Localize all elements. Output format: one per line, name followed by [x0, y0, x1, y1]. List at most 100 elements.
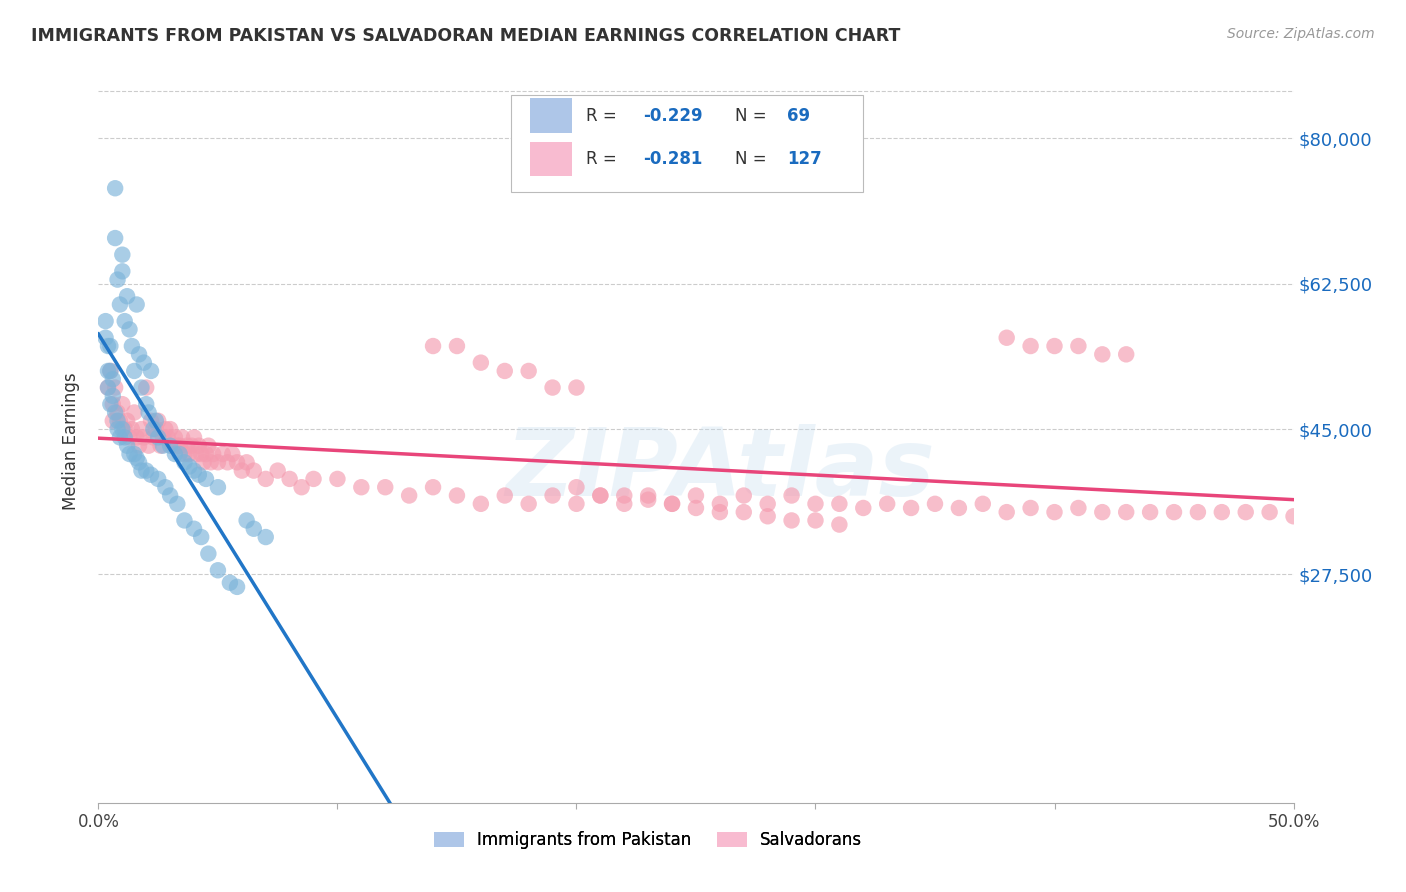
- Text: -0.281: -0.281: [644, 150, 703, 168]
- Point: [207, 480, 229, 494]
- Point: [613, 497, 636, 511]
- Point: [152, 439, 174, 453]
- Point: [162, 439, 184, 453]
- Point: [124, 447, 146, 461]
- Bar: [530, 98, 572, 133]
- Point: [254, 472, 277, 486]
- Point: [148, 472, 170, 486]
- Point: [780, 489, 803, 503]
- Point: [876, 497, 898, 511]
- Point: [107, 272, 129, 286]
- Point: [176, 439, 198, 453]
- Text: IMMIGRANTS FROM PAKISTAN VS SALVADORAN MEDIAN EARNINGS CORRELATION CHART: IMMIGRANTS FROM PAKISTAN VS SALVADORAN M…: [31, 27, 900, 45]
- Point: [101, 372, 124, 386]
- Point: [828, 497, 851, 511]
- Point: [94, 314, 117, 328]
- Point: [155, 422, 177, 436]
- Point: [1043, 339, 1066, 353]
- Point: [128, 439, 150, 453]
- Point: [111, 264, 134, 278]
- Point: [172, 430, 194, 444]
- Text: -0.229: -0.229: [644, 107, 703, 125]
- Point: [1067, 339, 1090, 353]
- Point: [517, 497, 540, 511]
- Point: [565, 480, 588, 494]
- Point: [243, 522, 266, 536]
- Point: [173, 513, 195, 527]
- Point: [138, 439, 160, 453]
- Point: [149, 439, 172, 453]
- Point: [108, 430, 131, 444]
- Point: [350, 480, 373, 494]
- Point: [128, 455, 150, 469]
- Point: [179, 447, 201, 461]
- Point: [756, 509, 779, 524]
- Point: [709, 505, 731, 519]
- Point: [326, 472, 349, 486]
- Point: [541, 489, 564, 503]
- Point: [107, 422, 129, 436]
- Point: [733, 489, 755, 503]
- Point: [97, 364, 120, 378]
- Point: [995, 331, 1018, 345]
- Text: N =: N =: [735, 107, 772, 125]
- Point: [108, 297, 131, 311]
- Point: [159, 489, 181, 503]
- Point: [494, 489, 516, 503]
- Point: [97, 380, 120, 394]
- Point: [163, 447, 186, 461]
- Point: [163, 430, 186, 444]
- Point: [111, 397, 134, 411]
- Point: [101, 397, 124, 411]
- Legend: Immigrants from Pakistan, Salvadorans: Immigrants from Pakistan, Salvadorans: [427, 824, 869, 856]
- Point: [374, 480, 396, 494]
- Bar: [530, 142, 572, 177]
- Point: [219, 575, 242, 590]
- Point: [135, 464, 157, 478]
- Point: [121, 339, 143, 353]
- Point: [1234, 505, 1257, 519]
- Point: [197, 547, 219, 561]
- Point: [145, 414, 167, 428]
- Point: [142, 430, 165, 444]
- Point: [132, 356, 155, 370]
- Point: [446, 489, 468, 503]
- Point: [187, 467, 209, 482]
- Point: [169, 447, 191, 461]
- Point: [828, 517, 851, 532]
- Point: [97, 339, 120, 353]
- Point: [98, 364, 122, 378]
- Point: [1019, 500, 1042, 515]
- Text: Source: ZipAtlas.com: Source: ZipAtlas.com: [1227, 27, 1375, 41]
- Point: [131, 464, 153, 478]
- Point: [166, 497, 188, 511]
- Point: [197, 439, 219, 453]
- Point: [142, 422, 165, 436]
- Point: [1067, 500, 1090, 515]
- Point: [101, 389, 124, 403]
- Point: [131, 422, 153, 436]
- Point: [207, 455, 229, 469]
- Point: [398, 489, 420, 503]
- Point: [200, 455, 222, 469]
- Point: [156, 430, 179, 444]
- Point: [139, 467, 162, 482]
- Point: [152, 430, 174, 444]
- Text: R =: R =: [586, 150, 621, 168]
- Point: [135, 380, 157, 394]
- Point: [186, 447, 208, 461]
- Text: N =: N =: [735, 150, 772, 168]
- Point: [1019, 339, 1042, 353]
- Point: [183, 430, 205, 444]
- Point: [114, 422, 136, 436]
- Point: [128, 347, 150, 361]
- Point: [221, 447, 243, 461]
- Point: [195, 472, 218, 486]
- Point: [115, 439, 138, 453]
- Point: [108, 414, 131, 428]
- Point: [173, 455, 195, 469]
- Point: [1163, 505, 1185, 519]
- Point: [217, 455, 239, 469]
- Point: [231, 464, 253, 478]
- Point: [169, 439, 191, 453]
